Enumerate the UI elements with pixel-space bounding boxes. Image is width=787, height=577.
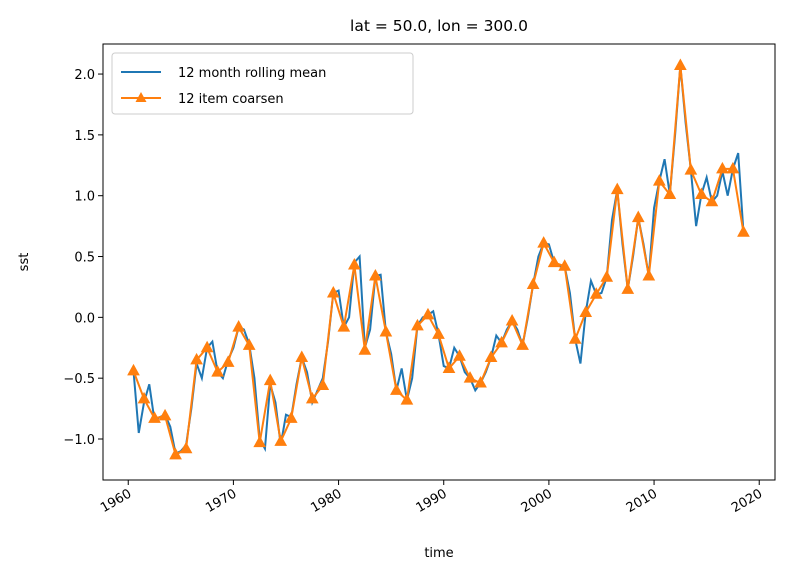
marker bbox=[400, 393, 414, 405]
marker bbox=[631, 210, 645, 223]
marker bbox=[200, 340, 214, 353]
marker bbox=[674, 58, 687, 71]
marker bbox=[263, 373, 277, 386]
marker bbox=[589, 287, 603, 299]
marker bbox=[537, 236, 550, 248]
marker bbox=[432, 327, 445, 339]
plot-frame bbox=[102, 43, 776, 481]
marker bbox=[495, 335, 508, 348]
marker bbox=[579, 305, 593, 317]
marker bbox=[253, 435, 267, 448]
legend-marker bbox=[135, 92, 147, 102]
marker bbox=[274, 434, 288, 446]
x-tick-label: 2010 bbox=[624, 486, 660, 516]
marker bbox=[652, 174, 666, 186]
marker bbox=[737, 225, 750, 237]
marker bbox=[695, 187, 708, 199]
marker bbox=[474, 376, 487, 388]
marker bbox=[610, 182, 624, 195]
marker bbox=[284, 411, 298, 423]
y-tick-label: 1.0 bbox=[74, 190, 95, 205]
marker bbox=[379, 324, 393, 337]
x-tick-label: 2000 bbox=[519, 486, 555, 516]
y-axis-label: sst bbox=[17, 253, 32, 272]
legend-label: 12 month rolling mean bbox=[178, 66, 326, 81]
marker bbox=[516, 338, 529, 350]
marker bbox=[221, 355, 235, 367]
marker bbox=[127, 363, 140, 376]
marker bbox=[600, 270, 614, 282]
y-tick-label: −0.5 bbox=[63, 372, 95, 387]
marker bbox=[411, 318, 424, 331]
marker bbox=[547, 255, 561, 268]
y-tick-label: 2.0 bbox=[74, 68, 95, 83]
marker bbox=[568, 332, 582, 344]
x-tick-label: 1960 bbox=[98, 486, 134, 516]
marker bbox=[453, 349, 466, 361]
marker bbox=[369, 268, 382, 281]
marker bbox=[663, 187, 677, 199]
marker bbox=[390, 383, 403, 395]
y-tick-label: −1.0 bbox=[63, 433, 95, 448]
marker bbox=[421, 307, 435, 320]
marker bbox=[148, 411, 161, 423]
marker bbox=[705, 194, 719, 207]
marker bbox=[347, 258, 361, 270]
marker bbox=[211, 365, 224, 377]
legend-label: 12 item coarsen bbox=[178, 92, 284, 107]
marker bbox=[621, 282, 635, 294]
x-tick-label: 1980 bbox=[308, 486, 344, 516]
y-tick-label: 0.0 bbox=[74, 311, 95, 326]
marker bbox=[484, 350, 498, 362]
marker bbox=[316, 378, 330, 390]
marker bbox=[463, 371, 477, 383]
x-tick-label: 1970 bbox=[203, 486, 239, 516]
marker bbox=[169, 447, 182, 460]
marker bbox=[558, 259, 572, 271]
marker bbox=[642, 268, 656, 281]
marker bbox=[242, 338, 256, 350]
marker bbox=[158, 408, 172, 421]
legend-box bbox=[111, 52, 414, 115]
marker bbox=[505, 313, 519, 326]
series-line bbox=[132, 65, 745, 457]
marker bbox=[190, 352, 203, 365]
marker bbox=[684, 163, 698, 175]
marker bbox=[358, 343, 372, 355]
marker bbox=[179, 441, 193, 454]
x-tick-label: 2020 bbox=[729, 486, 765, 516]
series-line bbox=[132, 65, 745, 456]
marker bbox=[232, 320, 246, 332]
x-axis-label: time bbox=[424, 546, 453, 561]
marker bbox=[295, 350, 309, 362]
marker bbox=[326, 285, 340, 298]
marker bbox=[137, 391, 151, 404]
y-tick-label: 1.5 bbox=[74, 129, 95, 144]
marker bbox=[442, 361, 456, 373]
marker bbox=[305, 391, 319, 404]
x-tick-label: 1990 bbox=[414, 486, 450, 516]
marker bbox=[716, 161, 729, 174]
chart-title: lat = 50.0, lon = 300.0 bbox=[350, 17, 528, 35]
marker bbox=[526, 277, 540, 290]
marker bbox=[337, 320, 351, 332]
marker bbox=[726, 161, 740, 174]
y-tick-label: 0.5 bbox=[74, 251, 95, 266]
